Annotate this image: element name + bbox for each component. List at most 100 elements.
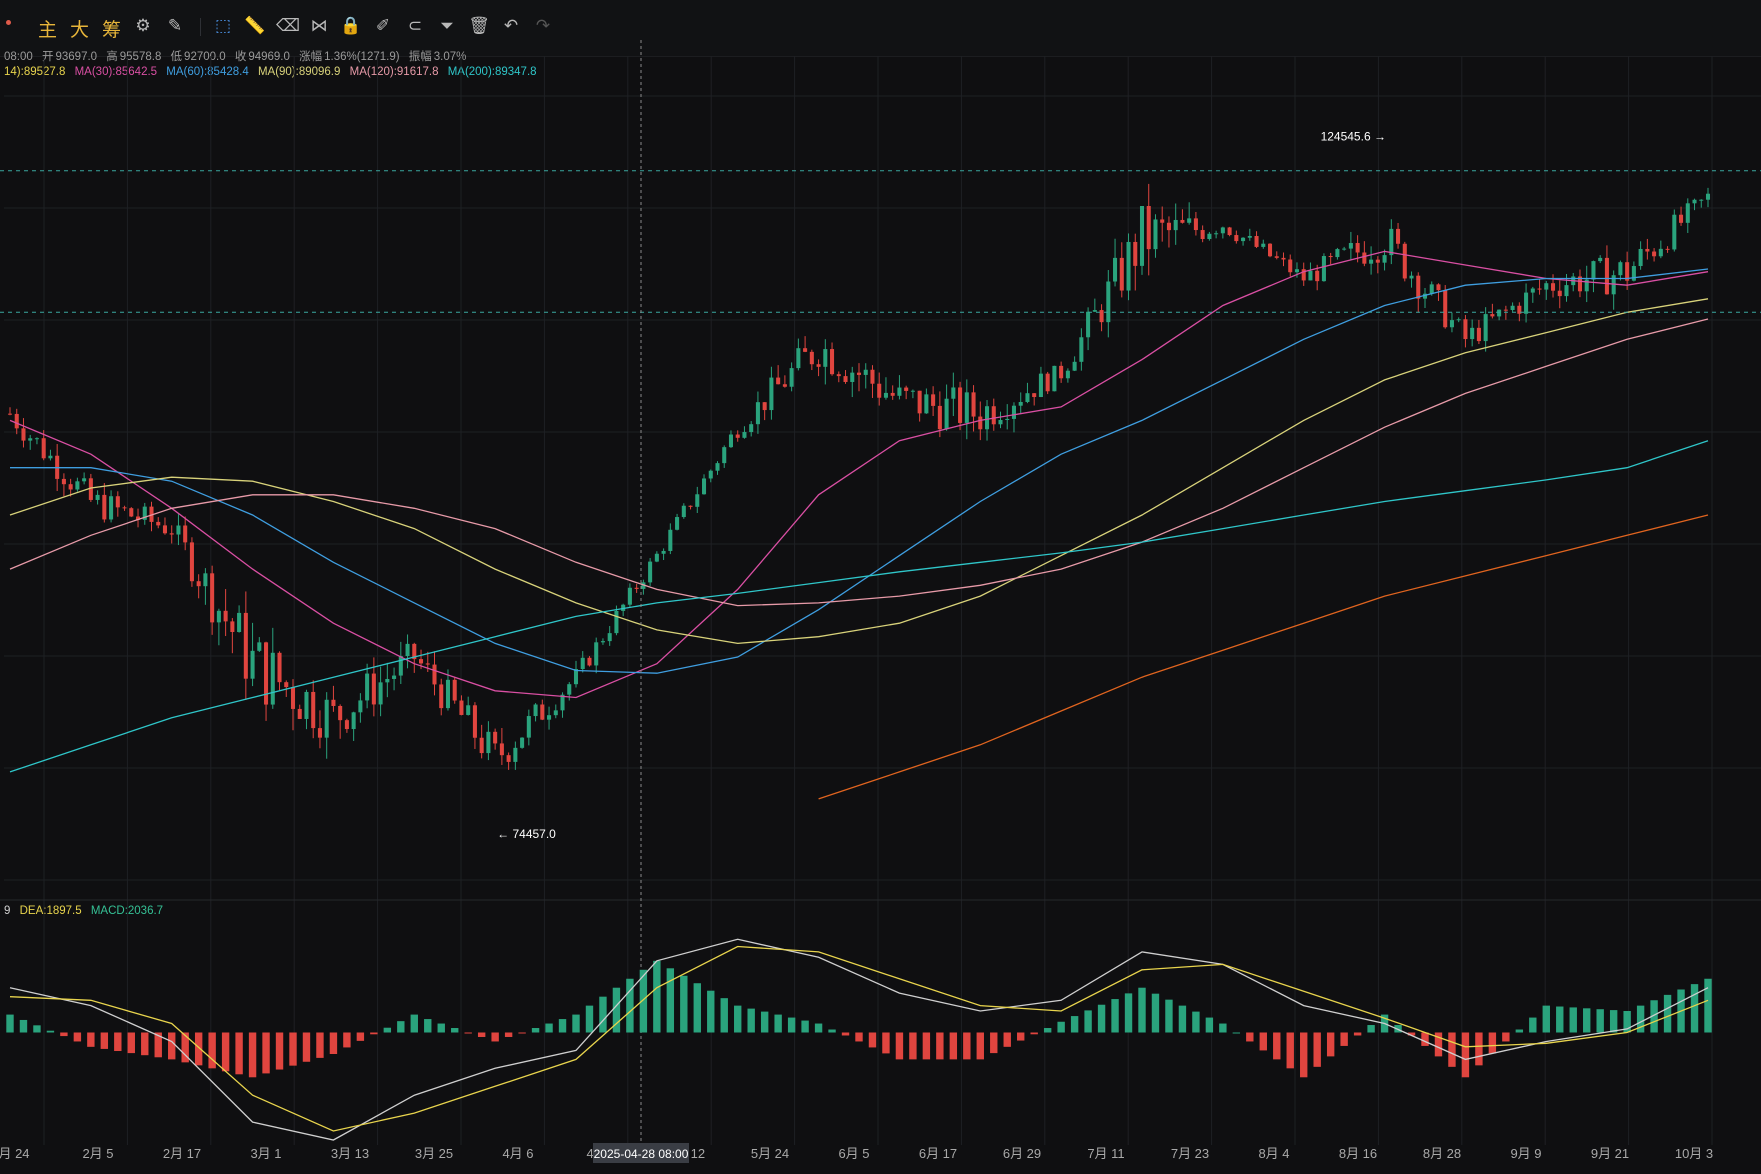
indicator-settings-icon[interactable]: ⚙	[135, 16, 151, 35]
high-annotation: 124545.6 →	[1321, 130, 1386, 144]
candle-body	[755, 402, 760, 425]
candle-body	[290, 687, 296, 709]
candle-body	[371, 673, 376, 705]
macd-histogram-bar	[248, 1032, 257, 1078]
macd-histogram-bar	[1232, 1032, 1241, 1034]
undo-icon[interactable]: ↶	[503, 16, 519, 35]
candle-body	[493, 731, 498, 744]
select-tool-icon[interactable]: ⬚	[214, 16, 232, 35]
macd-histogram-bar	[504, 1032, 513, 1037]
candle-body	[142, 506, 147, 520]
candle-body	[28, 438, 33, 441]
candle-body	[1503, 309, 1508, 311]
eraser-icon[interactable]: ⌫	[276, 16, 301, 35]
filter-icon[interactable]: ⏷	[440, 16, 454, 35]
candle-body	[439, 684, 444, 709]
candle-body	[816, 364, 821, 367]
macd-histogram-bar	[1151, 993, 1160, 1033]
candle-body	[1530, 288, 1535, 293]
pattern-icon[interactable]: ⋈	[310, 16, 328, 35]
candle-body	[1328, 256, 1333, 258]
candle-body	[958, 387, 963, 423]
macd-histogram-bar	[1097, 1004, 1106, 1033]
candle-body	[1510, 305, 1515, 311]
candle-body	[1436, 284, 1441, 291]
candle-body	[735, 434, 740, 438]
edit-icon[interactable]: ✐	[375, 16, 391, 35]
macd-histogram-bar	[1219, 1023, 1227, 1033]
candle-body	[984, 406, 990, 430]
candle-body	[1187, 218, 1192, 223]
candle-body	[1214, 233, 1219, 235]
x-tick-label: 8月 4	[1258, 1146, 1289, 1161]
candle-body	[937, 405, 942, 430]
macd-histogram-bar	[1569, 1007, 1577, 1033]
candle-body	[1591, 261, 1596, 280]
candle-body	[1470, 327, 1475, 340]
candle-body	[924, 394, 929, 414]
macd-histogram-bar	[208, 1032, 216, 1069]
macd-histogram-bar	[1070, 1016, 1079, 1033]
macd-histogram-bar	[46, 1030, 55, 1033]
candle-body	[412, 643, 417, 660]
macd-histogram-bar	[73, 1032, 82, 1042]
candle-body	[1119, 257, 1124, 291]
macd-histogram-bar	[841, 1032, 850, 1036]
candle-body	[1584, 279, 1589, 292]
candle-body	[1072, 361, 1077, 371]
candle-body	[1166, 222, 1171, 231]
macd-histogram-bar	[275, 1032, 284, 1070]
macd-histogram-bar	[599, 996, 607, 1033]
low-annotation: ← 74457.0	[497, 827, 556, 841]
chip-button[interactable]: 筹	[102, 20, 122, 41]
candle-body	[675, 517, 680, 530]
candle-body	[14, 413, 19, 429]
candle-body	[284, 682, 289, 688]
macd-histogram-bar	[626, 978, 634, 1033]
amp-label: 振幅	[408, 51, 432, 63]
macd-dif-line	[9, 938, 1709, 1141]
candle-body	[1086, 311, 1091, 338]
candle-body	[75, 481, 80, 490]
candle-body	[1261, 243, 1266, 247]
status-dot-icon	[6, 20, 11, 25]
candle-body	[600, 641, 605, 643]
macd-histogram-bar	[612, 987, 621, 1033]
candle-body	[445, 679, 451, 709]
macd-histogram-bar	[221, 1032, 230, 1072]
macd-histogram-bar	[1286, 1032, 1294, 1069]
candle-body	[1625, 262, 1630, 281]
macd-histogram-bar	[828, 1029, 836, 1033]
draw-tools-icon[interactable]: ✎	[167, 16, 183, 35]
big-button[interactable]: 大	[70, 20, 90, 41]
redo-icon[interactable]: ↷	[535, 16, 551, 35]
macd-histogram-bar	[1690, 984, 1699, 1033]
trash-icon[interactable]: 🗑	[468, 16, 490, 35]
candle-body	[715, 463, 720, 471]
macd-histogram-bar	[491, 1032, 499, 1042]
candle-body	[499, 743, 504, 756]
macd-histogram-bar	[1124, 993, 1133, 1033]
ruler-icon[interactable]: 📏	[244, 16, 266, 35]
macd-histogram-bar	[1057, 1021, 1065, 1033]
magnet-icon[interactable]: ⊂	[407, 16, 423, 35]
macd-histogram-bar	[1475, 1032, 1483, 1066]
x-tick-label: 3月 1	[250, 1146, 281, 1161]
candle-body	[149, 506, 154, 522]
candle-body	[1497, 309, 1502, 317]
macd-histogram-bar	[1636, 1005, 1645, 1033]
candle-body	[634, 587, 639, 589]
lock-icon[interactable]: 🔒	[340, 16, 362, 35]
candle-body	[1382, 255, 1387, 263]
candle-body	[1429, 284, 1434, 294]
candle-body	[1227, 227, 1232, 236]
macd-histogram-bar	[909, 1032, 917, 1060]
candle-body	[1672, 214, 1677, 250]
ohlc-info: 08:00 开 93697.0 高 95578.8 低 92700.0 收 94969.…	[4, 48, 472, 64]
macd-histogram-bar	[1488, 1032, 1497, 1054]
candle-body	[520, 737, 525, 748]
macd-histogram-bar	[801, 1020, 809, 1033]
macd-histogram-bar	[531, 1028, 540, 1033]
main-indicator-button[interactable]: 主	[38, 20, 58, 41]
